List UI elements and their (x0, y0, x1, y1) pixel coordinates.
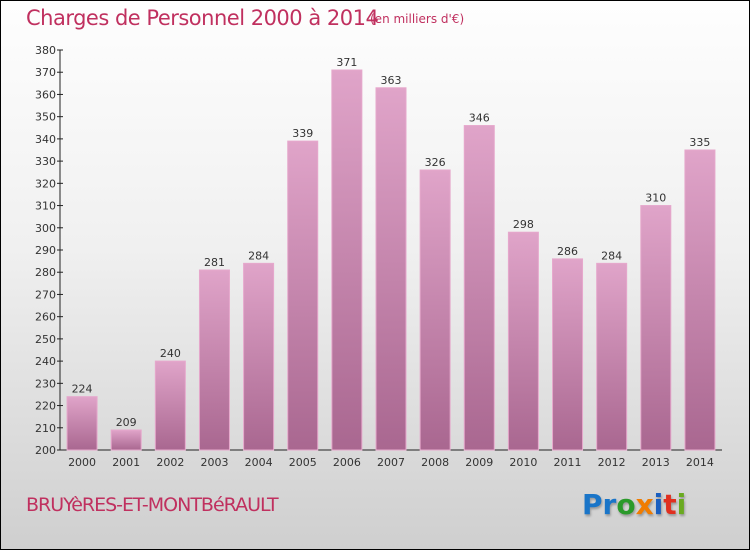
y-tick-label: 240 (35, 355, 56, 368)
data-label: 335 (689, 136, 710, 149)
bar-2003 (198, 269, 230, 451)
y-tick-label: 270 (35, 288, 56, 301)
logo-letter: o (616, 488, 636, 521)
data-label: 339 (292, 127, 313, 140)
data-label: 209 (116, 416, 137, 429)
bar-2005 (287, 140, 319, 451)
data-label: 281 (204, 256, 225, 269)
x-tick-label: 2010 (509, 456, 537, 469)
y-tick-label: 210 (35, 422, 56, 435)
y-tick-label: 230 (35, 377, 56, 390)
data-label: 224 (72, 383, 93, 396)
logo-letter: t (663, 488, 677, 521)
y-tick-label: 370 (35, 66, 56, 79)
bar-2014 (684, 149, 716, 451)
bar-2013 (640, 205, 672, 451)
y-tick-label: 300 (35, 222, 56, 235)
x-tick-label: 2007 (377, 456, 405, 469)
chart-title: Charges de Personnel 2000 à 2014 (26, 6, 379, 30)
logo-letter: i (676, 488, 687, 521)
y-tick-label: 220 (35, 400, 56, 413)
data-label: 363 (381, 74, 402, 87)
x-tick-label: 2004 (245, 456, 273, 469)
bar-2012 (596, 262, 628, 451)
data-label: 310 (645, 192, 666, 205)
bar-2011 (552, 258, 584, 451)
x-tick-label: 2005 (289, 456, 317, 469)
y-tick-label: 200 (35, 444, 56, 457)
bar-2008 (419, 169, 451, 451)
logo-letter: r (602, 488, 617, 521)
data-label: 346 (469, 112, 490, 125)
x-tick-label: 2000 (68, 456, 96, 469)
x-tick-label: 2002 (156, 456, 184, 469)
x-tick-label: 2014 (686, 456, 714, 469)
y-tick-label: 360 (35, 88, 56, 101)
logo-letter: i (653, 488, 664, 521)
y-tick-label: 340 (35, 133, 56, 146)
bar-2004 (243, 262, 275, 451)
logo-letter: P (582, 488, 603, 521)
bar-2010 (507, 231, 539, 451)
y-tick-label: 380 (35, 44, 56, 57)
y-tick-label: 330 (35, 155, 56, 168)
bar-2009 (463, 125, 495, 451)
x-tick-label: 2003 (200, 456, 228, 469)
x-tick-label: 2012 (598, 456, 626, 469)
y-tick-label: 260 (35, 311, 56, 324)
x-tick-label: 2009 (465, 456, 493, 469)
x-tick-label: 2008 (421, 456, 449, 469)
bar-2001 (110, 429, 142, 451)
x-tick-label: 2006 (333, 456, 361, 469)
x-tick-label: 2013 (642, 456, 670, 469)
y-tick-label: 250 (35, 333, 56, 346)
data-label: 371 (336, 56, 357, 69)
logo-letter: x (635, 488, 654, 521)
bar-2006 (331, 69, 363, 451)
chart-subtitle: (en milliers d'€) (370, 12, 465, 26)
bar-2000 (66, 396, 98, 451)
data-label: 284 (601, 249, 622, 262)
commune-name: BRUYèRES-ET-MONTBéRAULT (26, 494, 279, 516)
data-label: 240 (160, 347, 181, 360)
bar-2007 (375, 87, 407, 451)
y-tick-label: 310 (35, 200, 56, 213)
data-label: 298 (513, 218, 534, 231)
y-tick-label: 280 (35, 266, 56, 279)
data-label: 326 (425, 156, 446, 169)
y-tick-label: 320 (35, 177, 56, 190)
x-tick-label: 2011 (554, 456, 582, 469)
proxiti-logo: Proxiti (582, 488, 686, 521)
y-tick-label: 290 (35, 244, 56, 257)
data-label: 286 (557, 245, 578, 258)
bar-2002 (154, 360, 186, 451)
x-tick-label: 2001 (112, 456, 140, 469)
y-tick-label: 350 (35, 111, 56, 124)
data-label: 284 (248, 249, 269, 262)
